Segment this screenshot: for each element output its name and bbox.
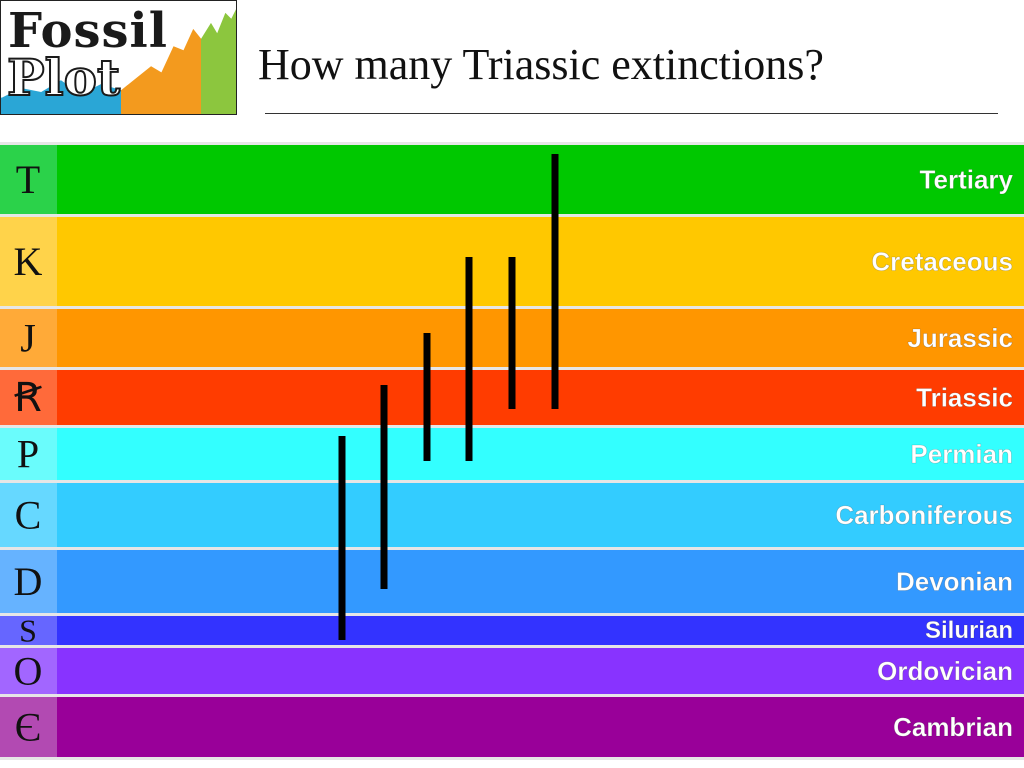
period-label-tertiary: Tertiary bbox=[920, 165, 1014, 195]
period-side-silurian bbox=[0, 616, 57, 645]
period-band-permian bbox=[57, 428, 1024, 480]
period-band-triassic bbox=[57, 370, 1024, 425]
period-side-ordovician bbox=[0, 648, 57, 694]
period-abbr-cambrian: Є bbox=[15, 705, 41, 750]
period-label-devonian: Devonian bbox=[896, 567, 1013, 597]
logo-word-plot: Plot bbox=[6, 48, 121, 107]
period-band-jurassic bbox=[57, 309, 1024, 367]
period-side-cretaceous bbox=[0, 217, 57, 306]
period-label-cambrian: Cambrian bbox=[893, 712, 1013, 742]
period-label-permian: Permian bbox=[910, 439, 1013, 469]
period-side-jurassic bbox=[0, 309, 57, 367]
title-underline bbox=[265, 113, 998, 114]
period-label-ordovician: Ordovician bbox=[877, 656, 1013, 686]
page-title: How many Triassic extinctions? bbox=[258, 40, 824, 89]
period-side-cambrian bbox=[0, 697, 57, 757]
period-abbr-devonian: D bbox=[14, 559, 43, 604]
period-abbr-triassic: Ꞧ bbox=[14, 375, 42, 420]
period-side-tertiary bbox=[0, 145, 57, 214]
period-abbr-tertiary: T bbox=[16, 157, 40, 202]
period-abbr-permian: P bbox=[17, 432, 39, 477]
fossil-plot-logo: Fossil Plot bbox=[0, 0, 237, 115]
period-band-tertiary bbox=[57, 145, 1024, 214]
logo-graphic bbox=[1, 4, 236, 114]
period-side-permian bbox=[0, 428, 57, 480]
period-label-triassic: Triassic bbox=[916, 383, 1013, 413]
period-side-carboniferous bbox=[0, 483, 57, 547]
period-band-ordovician bbox=[57, 648, 1024, 694]
period-abbr-carboniferous: C bbox=[15, 493, 42, 538]
period-label-carboniferous: Carboniferous bbox=[835, 500, 1013, 530]
period-label-cretaceous: Cretaceous bbox=[871, 247, 1013, 277]
period-abbr-ordovician: O bbox=[14, 649, 43, 694]
period-band-carboniferous bbox=[57, 483, 1024, 547]
period-band-cambrian bbox=[57, 697, 1024, 757]
period-band-silurian bbox=[57, 616, 1024, 645]
period-label-jurassic: Jurassic bbox=[907, 323, 1013, 353]
logo-word-fossil: Fossil bbox=[8, 3, 168, 59]
period-band-devonian bbox=[57, 550, 1024, 613]
period-abbr-cretaceous: K bbox=[14, 239, 43, 284]
period-band-cretaceous bbox=[57, 217, 1024, 306]
period-side-triassic bbox=[0, 370, 57, 425]
period-side-devonian bbox=[0, 550, 57, 613]
period-abbr-jurassic: J bbox=[20, 316, 36, 361]
period-abbr-silurian: S bbox=[19, 613, 37, 649]
period-label-silurian: Silurian bbox=[925, 617, 1013, 644]
